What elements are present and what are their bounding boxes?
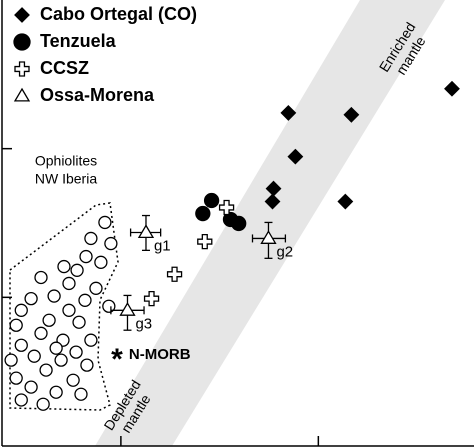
point-label: g2 — [276, 243, 293, 260]
nmorb-point: * — [111, 343, 123, 376]
circle-point — [34, 270, 48, 285]
cross-point — [143, 290, 160, 307]
diamond-point — [444, 80, 460, 97]
circle-point — [98, 215, 112, 230]
diamond-point — [264, 193, 281, 210]
circle-point — [24, 380, 38, 394]
circle-point — [70, 263, 84, 277]
circle-point — [80, 358, 94, 372]
ophiolite-label: Ophiolites — [35, 153, 97, 169]
circle-point — [231, 215, 247, 232]
circle-point — [36, 397, 50, 411]
circle-point — [195, 205, 211, 222]
triangle-point — [137, 224, 155, 239]
diamond-point — [337, 193, 354, 210]
circle-point — [54, 353, 68, 367]
circle-point — [74, 387, 88, 401]
circle-point — [79, 249, 93, 264]
circle-point — [66, 373, 80, 387]
circle-point — [84, 333, 98, 347]
circle-point — [4, 353, 18, 367]
circle-point — [49, 341, 63, 355]
diamond-point — [343, 106, 360, 123]
circle-point — [39, 363, 53, 377]
circle-point — [94, 255, 108, 269]
circle-point — [9, 371, 23, 385]
point-label: g1 — [154, 237, 171, 254]
legend-label: Cabo Ortegal (CO) — [40, 4, 197, 24]
legend-label: Ossa-Morena — [40, 85, 155, 105]
circle-point — [24, 291, 38, 306]
cross-point — [218, 199, 235, 216]
circle-point — [14, 303, 28, 317]
circle-point — [27, 349, 41, 363]
point-label: g3 — [135, 315, 152, 332]
circle-point — [203, 192, 220, 209]
circle-point — [72, 315, 86, 329]
nmorb-label: N-MORB — [129, 346, 191, 363]
legend-marker — [14, 61, 30, 77]
circle-point — [49, 385, 63, 399]
circle-point — [57, 259, 71, 274]
cross-point — [166, 266, 183, 282]
circle-point — [102, 299, 116, 313]
legend-label: CCSZ — [40, 58, 89, 78]
legend-marker — [14, 7, 30, 23]
circle-point — [14, 393, 28, 407]
circle-point — [104, 236, 118, 251]
legend-label: Tenzuela — [40, 31, 117, 51]
circle-point — [47, 289, 61, 303]
circle-point — [69, 345, 83, 359]
diamond-point — [287, 148, 304, 165]
legend-marker — [13, 87, 31, 102]
triangle-point — [119, 302, 136, 316]
cross-point — [197, 233, 213, 250]
circle-point — [14, 338, 28, 352]
circle-point — [9, 318, 23, 332]
circle-point — [89, 281, 103, 295]
circle-point — [42, 313, 56, 327]
legend-marker — [13, 33, 31, 51]
ophiolite-envelope — [9, 202, 119, 411]
circle-point — [62, 276, 76, 291]
circle-point — [62, 303, 76, 317]
diamond-point — [280, 104, 297, 121]
circle-point — [84, 231, 98, 246]
ophiolite-label: NW Iberia — [35, 171, 97, 187]
circle-point — [78, 293, 92, 307]
circle-point — [34, 326, 48, 340]
triangle-point — [260, 230, 277, 244]
